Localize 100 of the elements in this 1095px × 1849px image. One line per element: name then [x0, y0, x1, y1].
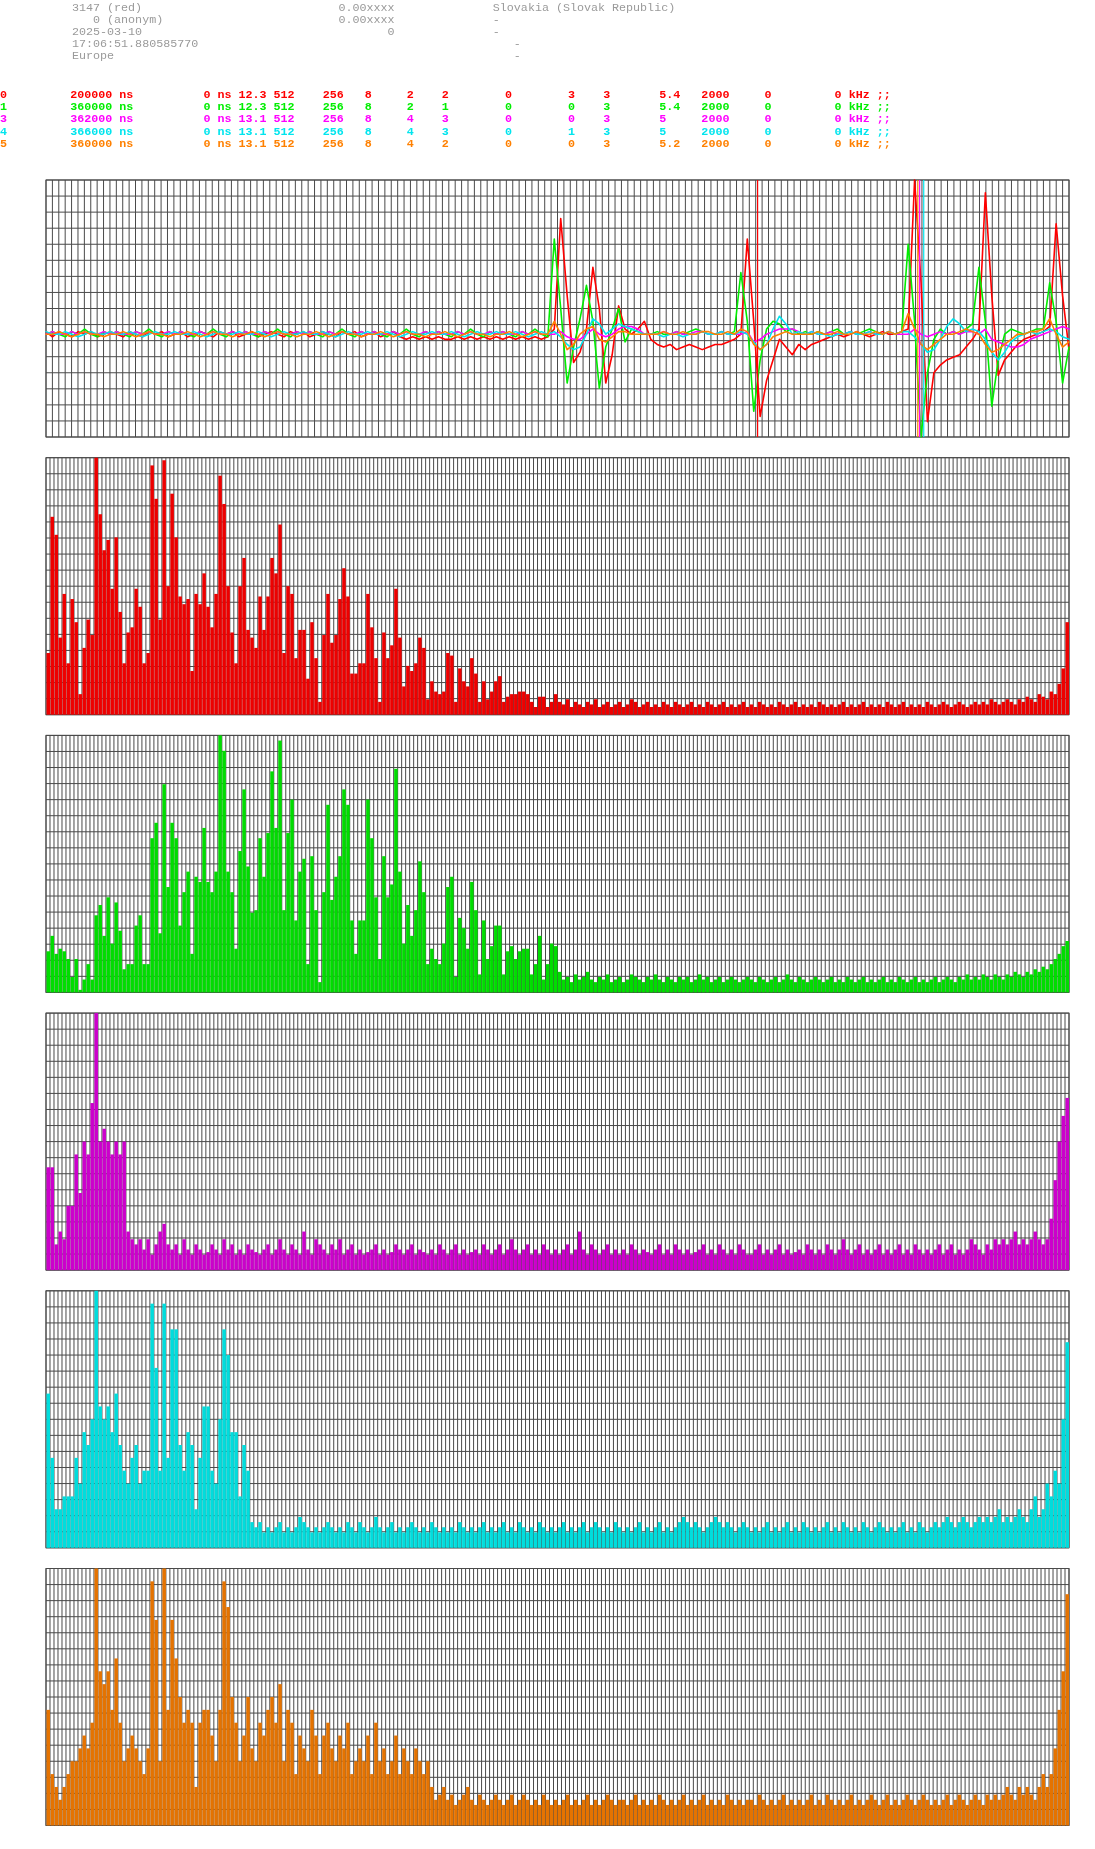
text: Europe - [72, 49, 521, 63]
bar [470, 881, 474, 993]
bar [977, 704, 982, 715]
bar [554, 694, 558, 715]
bar [502, 1522, 506, 1548]
bar [222, 1239, 226, 1271]
bar [74, 958, 78, 993]
bar [114, 902, 118, 993]
bar [170, 1329, 174, 1548]
bar [809, 704, 814, 715]
bar [909, 704, 914, 715]
bar [50, 516, 54, 715]
bar [534, 1799, 538, 1826]
bar [857, 704, 862, 715]
bar [510, 1239, 514, 1271]
bar [126, 964, 130, 993]
bar [66, 1496, 70, 1548]
text: 0 200000 ns 0 ns 12.3 512 256 8 2 2 0 3 3 5.4 2000 0 0 kHz ;; [0, 88, 891, 102]
bar [685, 704, 690, 715]
bar [154, 822, 158, 993]
bar [761, 704, 766, 715]
bar [641, 704, 646, 715]
bar [422, 1252, 426, 1271]
bar [550, 943, 554, 993]
bar [326, 1722, 330, 1826]
bar [338, 1239, 342, 1271]
bar [162, 784, 166, 993]
bar [450, 876, 454, 993]
bar [358, 1748, 362, 1826]
bar [418, 1249, 422, 1271]
bar [470, 1527, 474, 1548]
bar [506, 1799, 510, 1826]
bar [550, 1254, 554, 1271]
bar [134, 1445, 138, 1548]
bar [418, 637, 422, 715]
bar [162, 1223, 166, 1271]
bar [278, 1684, 282, 1826]
bar [106, 1671, 110, 1826]
bar [62, 593, 66, 715]
bar [709, 704, 714, 715]
bar [482, 1522, 486, 1548]
bar [382, 856, 386, 993]
text: 1 360000 ns 0 ns 12.3 512 256 8 2 1 0 0 3 5.4 2000 0 0 kHz ;; [0, 100, 891, 115]
bar [174, 1329, 178, 1548]
bar [438, 1244, 442, 1271]
bar [194, 1244, 198, 1271]
bar [510, 1794, 514, 1826]
bar [542, 696, 546, 715]
bar [242, 789, 246, 993]
bar [86, 964, 90, 993]
bar [829, 704, 834, 715]
bar [290, 799, 294, 993]
bar [538, 935, 542, 993]
bar [781, 704, 786, 715]
bar [961, 704, 966, 715]
bar [374, 1516, 378, 1548]
bar [170, 822, 174, 993]
text: 3 362000 ns 0 ns 13.1 512 256 8 4 3 0 0 3 5 2000 0 0 kHz ;; [0, 112, 891, 127]
bar [530, 1804, 534, 1826]
bar [837, 704, 842, 715]
bar [50, 1167, 54, 1271]
bar [450, 1794, 454, 1826]
bar [286, 586, 290, 715]
bar [278, 524, 282, 715]
bar [717, 704, 722, 715]
bar [430, 1249, 434, 1271]
bar [202, 1709, 206, 1826]
bar [350, 1244, 354, 1271]
bar [394, 588, 398, 715]
bar [414, 1748, 418, 1826]
bar [498, 925, 502, 993]
bar [342, 568, 346, 715]
bar [486, 1804, 490, 1826]
bar [366, 799, 370, 993]
bar [62, 951, 66, 993]
bar [338, 1527, 342, 1548]
bar [342, 789, 346, 993]
bar [254, 1252, 258, 1271]
bar [346, 1522, 350, 1548]
bar [194, 593, 198, 715]
bar [258, 1722, 262, 1826]
bar [346, 1722, 350, 1826]
bar [242, 1445, 246, 1548]
bar [70, 599, 74, 715]
bar [258, 1254, 262, 1271]
bar [246, 1244, 250, 1271]
bar [442, 1527, 446, 1548]
bar [406, 905, 410, 993]
bar [450, 655, 454, 715]
bar [326, 804, 330, 993]
bar [302, 629, 306, 715]
bar [70, 1761, 74, 1826]
bar [677, 704, 682, 715]
bar [374, 1722, 378, 1826]
bar [506, 696, 510, 715]
bar [538, 696, 542, 715]
bar [330, 1244, 334, 1271]
bar [482, 1799, 486, 1826]
bar [438, 694, 442, 715]
bar [114, 1658, 118, 1826]
